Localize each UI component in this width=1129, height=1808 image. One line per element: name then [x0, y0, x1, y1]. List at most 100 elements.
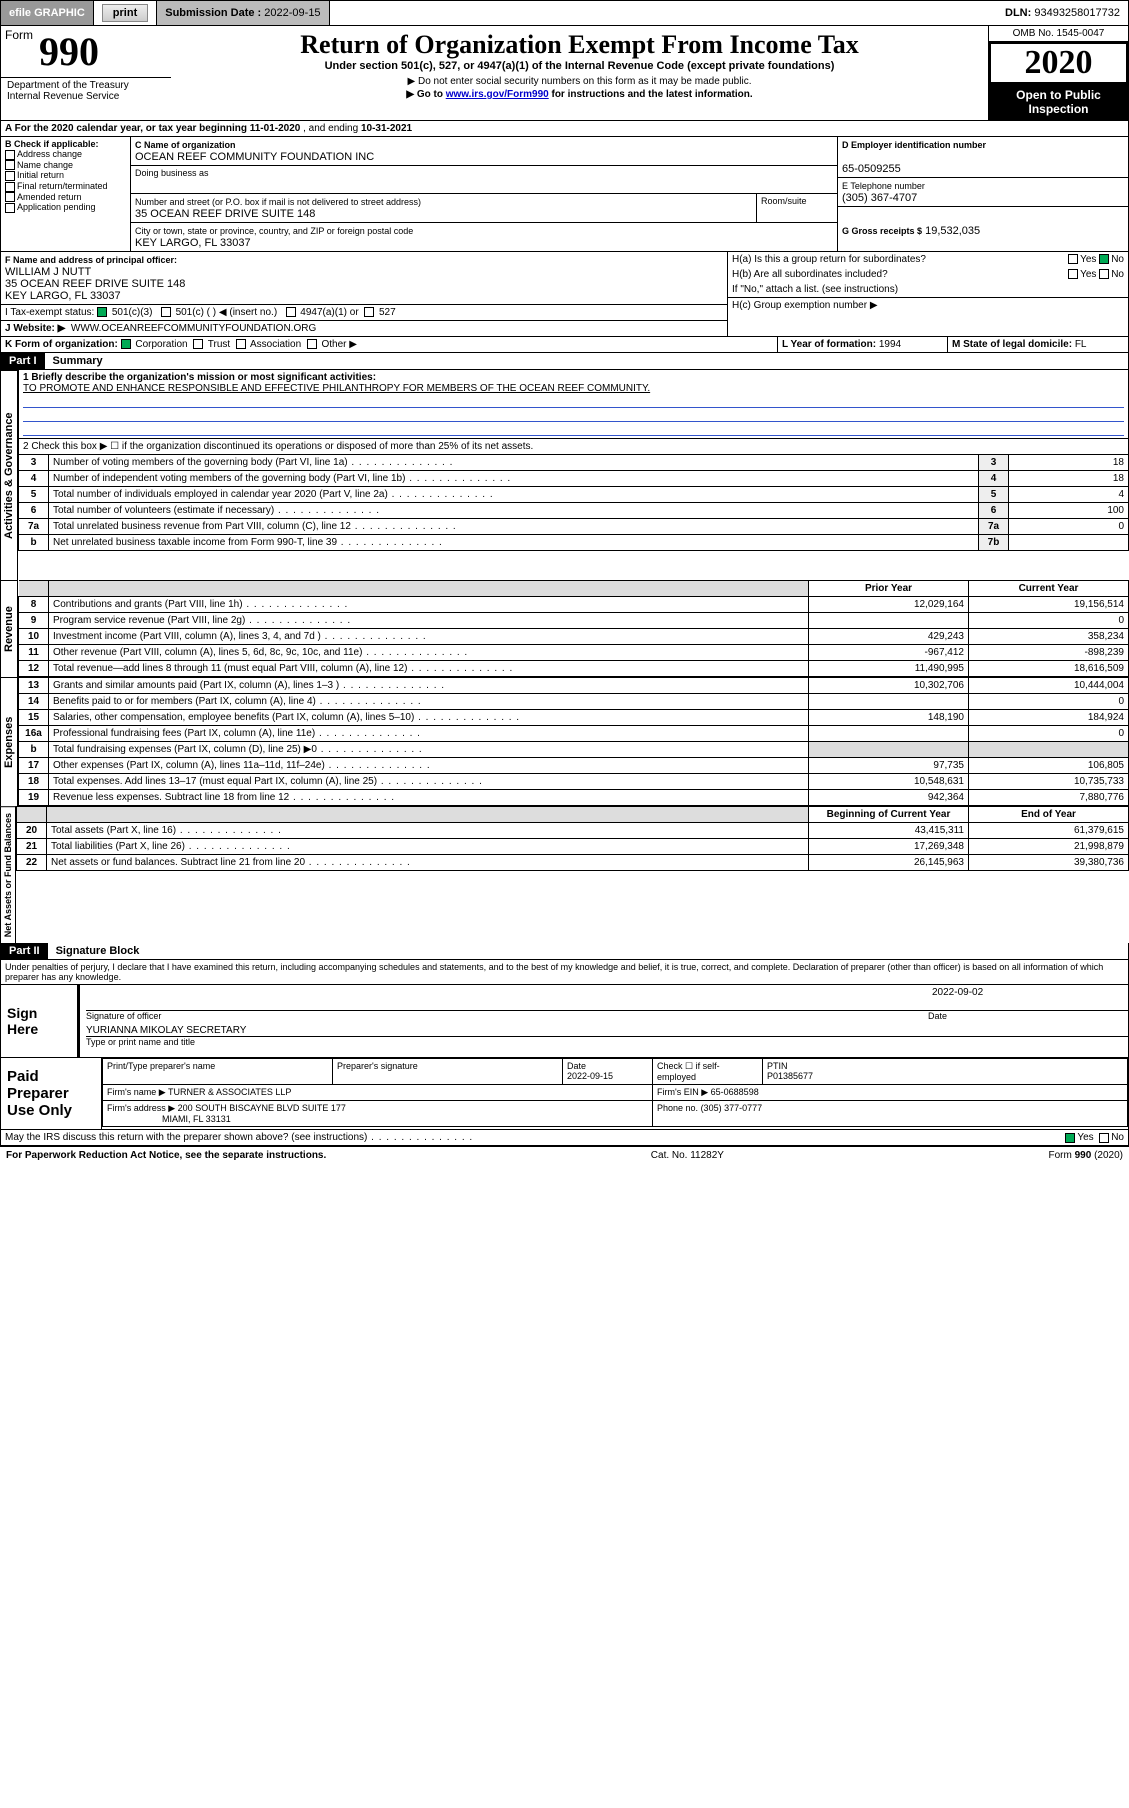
form-subtitle2: ▶ Do not enter social security numbers o…: [175, 76, 984, 87]
line-ref: 3: [979, 455, 1009, 471]
line-text: Total assets (Part X, line 16): [47, 823, 809, 839]
name-address-block: C Name of organization OCEAN REEF COMMUN…: [131, 137, 838, 251]
mission-text: TO PROMOTE AND ENHANCE RESPONSIBLE AND E…: [23, 383, 650, 394]
discuss-no[interactable]: [1099, 1133, 1109, 1143]
col-eoy: End of Year: [969, 807, 1129, 823]
website-row: J Website: ▶ WWW.OCEANREEFCOMMUNITYFOUND…: [1, 321, 727, 336]
revenue-block: Revenue Prior Year Current Year8 Contrib…: [0, 580, 1129, 677]
exp-table: 13 Grants and similar amounts paid (Part…: [18, 677, 1129, 806]
discuss-yes[interactable]: [1065, 1133, 1075, 1143]
hc-label: H(c) Group exemption number ▶: [728, 298, 1128, 313]
hb-yes[interactable]: [1068, 269, 1078, 279]
opt-initial: Initial return: [17, 170, 64, 180]
chk-address[interactable]: [5, 150, 15, 160]
hb-no[interactable]: [1099, 269, 1109, 279]
line-val: 4: [1009, 487, 1129, 503]
right-info-block: D Employer identification number 65-0509…: [838, 137, 1128, 251]
discuss-row: May the IRS discuss this return with the…: [0, 1130, 1129, 1146]
sig-officer-label: Signature of officer: [86, 1011, 928, 1021]
ptin: P01385677: [767, 1071, 813, 1081]
firm-phone: (305) 377-0777: [701, 1103, 763, 1113]
line-num: 10: [19, 629, 49, 645]
current-val: 0: [969, 726, 1129, 742]
paid-preparer-block: Paid Preparer Use Only Print/Type prepar…: [0, 1058, 1129, 1130]
line-text: Revenue less expenses. Subtract line 18 …: [49, 790, 809, 806]
line-text: Net unrelated business taxable income fr…: [49, 535, 979, 551]
chk-4947[interactable]: [286, 307, 296, 317]
line-text: Contributions and grants (Part VIII, lin…: [49, 597, 809, 613]
period-mid: , and ending: [303, 123, 361, 134]
chk-501c3[interactable]: [97, 307, 107, 317]
chk-trust[interactable]: [193, 339, 203, 349]
boy-val: 26,145,963: [809, 855, 969, 871]
current-val: 0: [969, 694, 1129, 710]
chk-527[interactable]: [364, 307, 374, 317]
topbar: efile GRAPHIC print Submission Date : 20…: [0, 0, 1129, 26]
efile-label: efile GRAPHIC: [1, 1, 94, 25]
chk-name[interactable]: [5, 160, 15, 170]
sign-here-label: Sign Here: [1, 985, 71, 1057]
chk-corp[interactable]: [121, 339, 131, 349]
prior-val: -967,412: [809, 645, 969, 661]
dept-line2: Internal Revenue Service: [7, 91, 119, 102]
netassets-block: Net Assets or Fund Balances Beginning of…: [0, 806, 1129, 943]
city: KEY LARGO, FL 33037: [135, 237, 251, 249]
l-val: 1994: [879, 339, 901, 350]
gross-receipts: 19,532,035: [925, 225, 980, 237]
current-val: -898,239: [969, 645, 1129, 661]
ha-no[interactable]: [1099, 254, 1109, 264]
expenses-block: Expenses 13 Grants and similar amounts p…: [0, 677, 1129, 806]
sign-here-block: Sign Here 2022-09-02 Signature of office…: [0, 985, 1129, 1058]
page-footer: For Paperwork Reduction Act Notice, see …: [0, 1146, 1129, 1164]
phone: (305) 367-4707: [842, 192, 917, 204]
chk-final[interactable]: [5, 182, 15, 192]
city-label: City or town, state or province, country…: [135, 226, 413, 236]
eoy-val: 21,998,879: [969, 839, 1129, 855]
l1-label: 1 Briefly describe the organization's mi…: [23, 372, 376, 383]
form-word: Form: [5, 28, 33, 42]
paid-label: Paid Preparer Use Only: [1, 1058, 101, 1129]
instructions-link[interactable]: www.irs.gov/Form990: [446, 89, 549, 100]
penalty-text: Under penalties of perjury, I declare th…: [0, 960, 1129, 985]
chk-other[interactable]: [307, 339, 317, 349]
ein-label: D Employer identification number: [842, 140, 986, 150]
opt-address: Address change: [17, 149, 82, 159]
current-val: [969, 742, 1129, 758]
line-ref: 7b: [979, 535, 1009, 551]
line-num: 20: [17, 823, 47, 839]
goto-post: for instructions and the latest informat…: [549, 89, 753, 100]
part2-title: Signature Block: [48, 943, 148, 959]
check-applicable: B Check if applicable: Address change Na…: [1, 137, 131, 251]
ptin-label: PTIN: [767, 1061, 788, 1071]
footer-right: Form 990 (2020): [1049, 1150, 1123, 1161]
k-corp: Corporation: [135, 339, 187, 350]
subdate-label: Submission Date :: [165, 7, 261, 19]
chk-pending[interactable]: [5, 203, 15, 213]
eoy-val: 61,379,615: [969, 823, 1129, 839]
chk-initial[interactable]: [5, 171, 15, 181]
line-num: 22: [17, 855, 47, 871]
part1-title: Summary: [45, 353, 111, 369]
current-val: 184,924: [969, 710, 1129, 726]
chk-amended[interactable]: [5, 192, 15, 202]
opt-pending: Application pending: [17, 202, 96, 212]
prep-name-label: Print/Type preparer's name: [103, 1059, 333, 1085]
identity-block: B Check if applicable: Address change Na…: [0, 137, 1129, 252]
prior-val: 10,548,631: [809, 774, 969, 790]
subdate: 2022-09-15: [264, 7, 320, 19]
line-text: Investment income (Part VIII, column (A)…: [49, 629, 809, 645]
firm-addr2: MIAMI, FL 33131: [162, 1114, 231, 1124]
chk-501c[interactable]: [161, 307, 171, 317]
current-val: 19,156,514: [969, 597, 1129, 613]
prior-val: 148,190: [809, 710, 969, 726]
chk-assoc[interactable]: [236, 339, 246, 349]
discuss-text: May the IRS discuss this return with the…: [5, 1132, 1065, 1143]
type-label: Type or print name and title: [86, 1037, 1128, 1047]
line-text: Total liabilities (Part X, line 26): [47, 839, 809, 855]
ha-yes[interactable]: [1068, 254, 1078, 264]
period-line: A For the 2020 calendar year, or tax yea…: [0, 121, 1129, 137]
ein: 65-0509255: [842, 163, 901, 175]
prep-date-label: Date: [567, 1061, 586, 1071]
print-button[interactable]: print: [102, 4, 148, 22]
form-subtitle3: ▶ Go to www.irs.gov/Form990 for instruct…: [175, 89, 984, 100]
